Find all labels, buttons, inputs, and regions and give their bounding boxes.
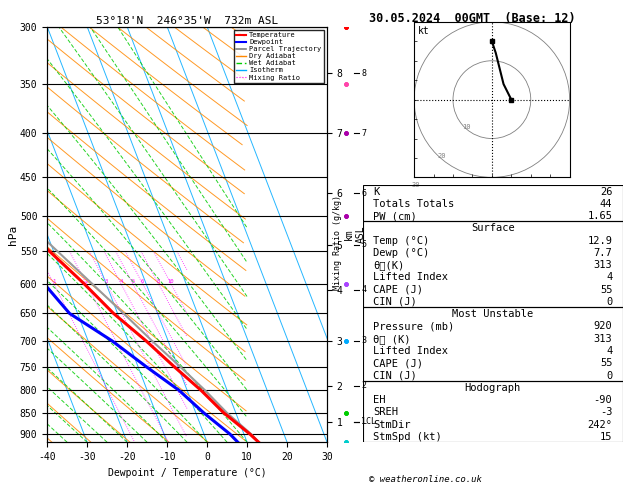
Text: 920: 920 [594,321,612,331]
Text: 8: 8 [157,279,160,284]
Text: Lifted Index: Lifted Index [374,346,448,356]
Text: 6: 6 [361,189,366,198]
Text: 4: 4 [361,285,366,295]
Text: 20: 20 [437,153,445,159]
Text: 30: 30 [412,182,420,188]
Text: 55: 55 [600,358,612,368]
Text: kt: kt [418,26,430,36]
Text: StmSpd (kt): StmSpd (kt) [374,432,442,442]
Text: CAPE (J): CAPE (J) [374,358,423,368]
Text: LCL: LCL [361,417,376,426]
Y-axis label: km
ASL: km ASL [344,226,365,243]
Text: 12.9: 12.9 [587,236,612,245]
Text: 4: 4 [120,279,123,284]
Text: 0: 0 [606,297,612,307]
Text: EH: EH [374,395,386,405]
Text: StmDir: StmDir [374,419,411,430]
Text: 1: 1 [52,279,55,284]
Text: PW (cm): PW (cm) [374,211,417,221]
Bar [363,307,623,381]
Text: CIN (J): CIN (J) [374,297,417,307]
Text: 10: 10 [168,279,174,284]
Bar [363,185,623,222]
Text: Surface: Surface [471,224,515,233]
Text: 7: 7 [361,129,366,138]
Text: θᴇ(K): θᴇ(K) [374,260,404,270]
Text: 44: 44 [600,199,612,209]
Bar [363,222,623,307]
Text: Dewp (°C): Dewp (°C) [374,248,430,258]
Text: Mixing Ratio (g/kg): Mixing Ratio (g/kg) [333,195,342,291]
Y-axis label: hPa: hPa [8,225,18,244]
Text: Pressure (mb): Pressure (mb) [374,321,455,331]
Text: -90: -90 [594,395,612,405]
Title: 53°18'N  246°35'W  732m ASL: 53°18'N 246°35'W 732m ASL [96,16,278,26]
Text: Temp (°C): Temp (°C) [374,236,430,245]
Text: 313: 313 [594,334,612,344]
Text: 242°: 242° [587,419,612,430]
Text: SREH: SREH [374,407,398,417]
Text: Hodograph: Hodograph [465,383,521,393]
Legend: Temperature, Dewpoint, Parcel Trajectory, Dry Adiabat, Wet Adiabat, Isotherm, Mi: Temperature, Dewpoint, Parcel Trajectory… [234,30,323,83]
Text: 1: 1 [361,417,366,426]
Text: © weatheronline.co.uk: © weatheronline.co.uk [369,474,482,484]
Text: 313: 313 [594,260,612,270]
Text: 2: 2 [361,382,366,390]
Text: 3: 3 [361,336,366,346]
Text: 5: 5 [361,240,366,249]
Bar [363,381,623,442]
Text: Lifted Index: Lifted Index [374,272,448,282]
Text: 6: 6 [141,279,144,284]
Text: 55: 55 [600,285,612,295]
Text: 3: 3 [104,279,108,284]
Text: 15: 15 [600,432,612,442]
Text: 4: 4 [606,346,612,356]
Text: CIN (J): CIN (J) [374,370,417,381]
Text: 26: 26 [600,187,612,196]
Text: 0: 0 [606,370,612,381]
Text: Most Unstable: Most Unstable [452,309,533,319]
Text: 30.05.2024  00GMT  (Base: 12): 30.05.2024 00GMT (Base: 12) [369,12,576,25]
Text: 1.65: 1.65 [587,211,612,221]
Text: 7.7: 7.7 [594,248,612,258]
Text: Totals Totals: Totals Totals [374,199,455,209]
Text: -3: -3 [600,407,612,417]
Text: K: K [374,187,379,196]
Text: θᴇ (K): θᴇ (K) [374,334,411,344]
Text: 4: 4 [606,272,612,282]
Text: 2: 2 [85,279,88,284]
Text: 10: 10 [462,124,471,130]
Text: 5: 5 [131,279,135,284]
X-axis label: Dewpoint / Temperature (°C): Dewpoint / Temperature (°C) [108,468,267,478]
Text: 8: 8 [361,69,366,78]
Text: CAPE (J): CAPE (J) [374,285,423,295]
